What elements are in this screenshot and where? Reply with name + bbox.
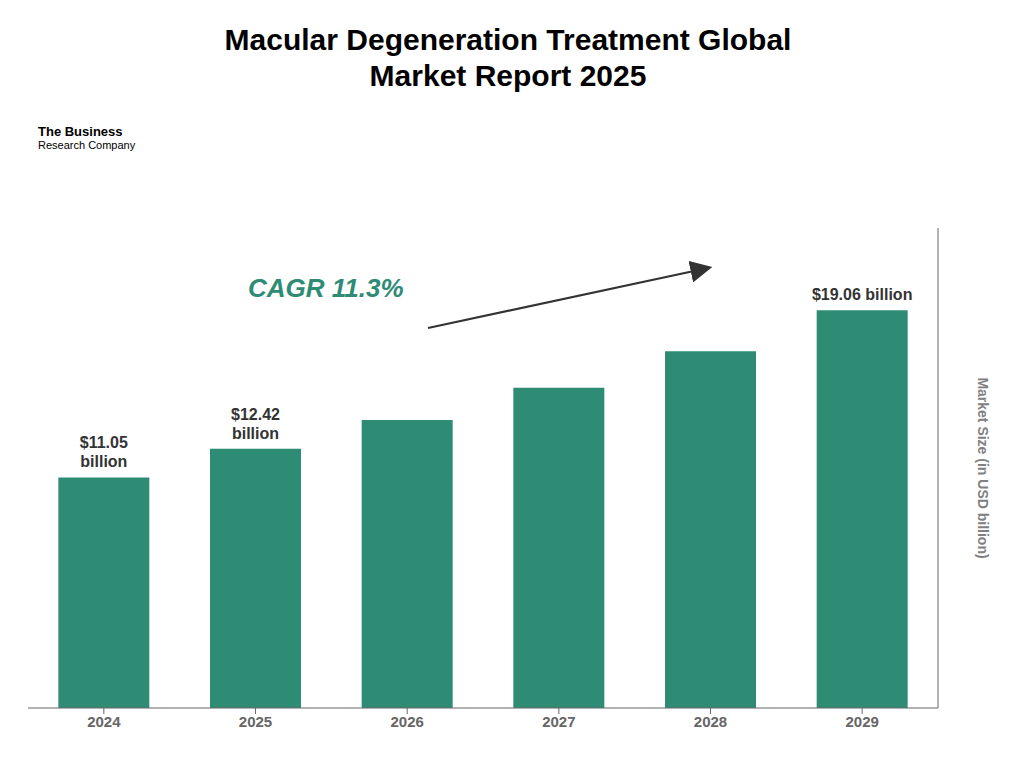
svg-text:2026: 2026 bbox=[390, 713, 423, 730]
svg-text:2029: 2029 bbox=[845, 713, 878, 730]
html-text:Macular Degeneration Treatment: Macular Degeneration Treatment Global Ma… bbox=[224, 23, 792, 92]
svg-text:$11.05billion: $11.05billion bbox=[80, 434, 128, 470]
svg-text:2028: 2028 bbox=[694, 713, 727, 730]
svg-text:$12.42billion: $12.42billion bbox=[231, 406, 280, 442]
svg-text:$19.06 billion: $19.06 billion bbox=[812, 286, 912, 303]
svg-text:Market Size (in USD billion): Market Size (in USD billion) bbox=[975, 377, 991, 558]
svg-text:2025: 2025 bbox=[239, 713, 272, 730]
html-text:The Business: The Business bbox=[38, 124, 123, 139]
svg-text:2027: 2027 bbox=[542, 713, 575, 730]
html-text:CAGR 11.3%: CAGR 11.3% bbox=[248, 273, 404, 303]
svg-text:2024: 2024 bbox=[87, 713, 121, 730]
html-text:Research Company: Research Company bbox=[38, 139, 136, 151]
